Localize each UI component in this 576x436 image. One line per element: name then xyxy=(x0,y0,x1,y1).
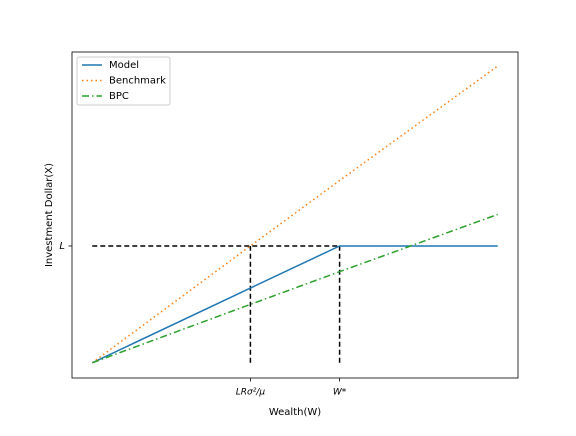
legend-label: BPC xyxy=(109,91,129,102)
legend-box xyxy=(76,56,171,106)
x-axis-label: Wealth(W) xyxy=(269,407,321,418)
axes-frame xyxy=(71,51,519,379)
legend-label: Model xyxy=(109,60,139,71)
legend: Model Benchmark BPC xyxy=(76,56,171,106)
line-series xyxy=(91,245,498,364)
legend-label: Benchmark xyxy=(109,76,166,87)
line-series xyxy=(92,213,498,364)
y-axis-label: Investment Dollar(X) xyxy=(44,163,55,267)
y-tick-label: L xyxy=(59,241,65,252)
line-series xyxy=(91,65,499,364)
x-tick-label: LRσ²/μ xyxy=(236,388,266,398)
x-tick-label: W* xyxy=(333,388,347,398)
